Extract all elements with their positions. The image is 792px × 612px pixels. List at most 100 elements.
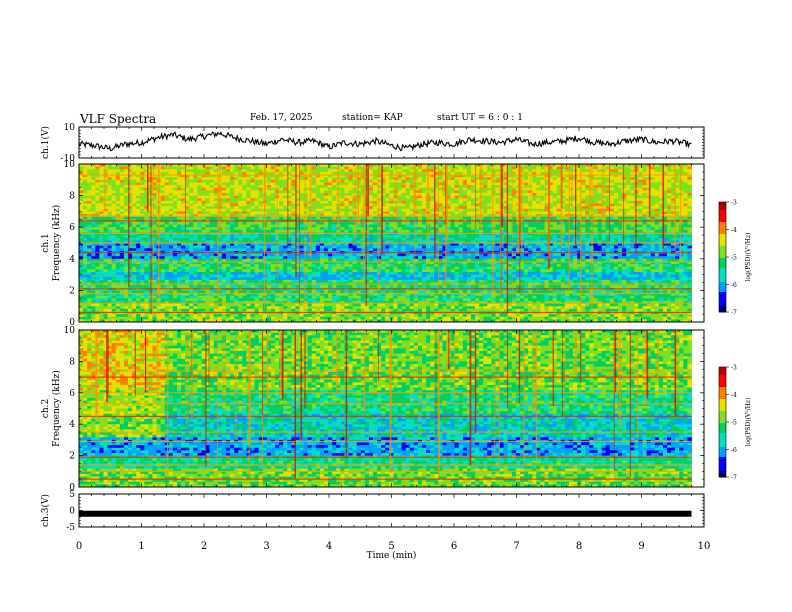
spectrogram-cell bbox=[373, 164, 378, 168]
spectrogram-cell bbox=[307, 303, 313, 307]
spectrogram-cell bbox=[389, 195, 394, 199]
spectrogram-cell bbox=[295, 216, 300, 220]
spectrogram-cell bbox=[287, 285, 292, 289]
spectrogram-cell bbox=[193, 248, 198, 252]
spectrogram-cell bbox=[189, 293, 194, 297]
spectrogram-cell bbox=[181, 235, 186, 239]
spectrogram-cell bbox=[234, 237, 239, 241]
spectrogram-cell bbox=[364, 169, 370, 173]
spectrogram-cell bbox=[348, 227, 353, 231]
spectrogram-cell bbox=[201, 293, 206, 297]
spectrogram-cell bbox=[283, 319, 288, 323]
spectrogram-cell bbox=[332, 216, 337, 220]
spectrogram-cell bbox=[132, 229, 137, 233]
spectrogram-cell bbox=[360, 211, 366, 215]
spectrogram-cell bbox=[377, 166, 382, 170]
spectrogram-cell bbox=[189, 316, 194, 320]
spectrogram-cell bbox=[140, 192, 145, 196]
spectrogram-cell bbox=[311, 177, 317, 181]
spectrogram-cell bbox=[123, 316, 129, 320]
spectrogram-cell bbox=[99, 248, 104, 252]
spectrogram-cell bbox=[213, 240, 219, 244]
spectrogram-cell bbox=[230, 177, 235, 181]
spectrogram-cell bbox=[389, 208, 394, 212]
spectrogram-cell bbox=[185, 277, 190, 281]
spectrogram-cell bbox=[368, 198, 374, 202]
spectrogram-cell bbox=[283, 237, 288, 241]
spectrogram-cell bbox=[168, 285, 174, 289]
spectrogram-cell bbox=[266, 198, 272, 202]
spectrogram-cell bbox=[291, 303, 296, 307]
spectrogram-cell bbox=[279, 314, 284, 318]
spectrogram-cell bbox=[328, 187, 333, 191]
spectrogram-cell bbox=[95, 271, 100, 275]
spectrogram-cell bbox=[209, 164, 215, 168]
spectrogram-cell bbox=[221, 177, 227, 181]
spectrogram-cell bbox=[172, 174, 178, 178]
spectrogram-cell bbox=[119, 271, 125, 275]
spectrogram-cell bbox=[119, 264, 125, 268]
spectrogram-cell bbox=[270, 269, 276, 273]
spectrogram-cell bbox=[83, 171, 88, 175]
spectrogram-cell bbox=[213, 200, 219, 204]
spectrogram-cell bbox=[111, 298, 117, 302]
spectrogram-cell bbox=[238, 187, 243, 191]
spectrogram-cell bbox=[303, 211, 309, 215]
spectrogram-cell bbox=[258, 216, 264, 220]
spectrogram-cell bbox=[352, 319, 358, 323]
spectrogram-cell bbox=[356, 253, 362, 257]
spectrogram-cell bbox=[344, 279, 349, 283]
spectrogram-cell bbox=[307, 277, 313, 281]
spectrogram-cell bbox=[119, 206, 125, 210]
spectrogram-cell bbox=[111, 269, 117, 273]
spectrogram-cell bbox=[283, 166, 288, 170]
spectrogram-cell bbox=[246, 227, 251, 231]
spectrogram-cell bbox=[168, 240, 174, 244]
spectrogram-cell bbox=[197, 177, 202, 181]
spectrogram-cell bbox=[185, 243, 190, 247]
spectrogram-cell bbox=[377, 177, 382, 181]
spectrogram-cell bbox=[189, 208, 194, 212]
spectrogram-cell bbox=[111, 295, 117, 299]
spectrogram-cell bbox=[103, 295, 108, 299]
spectrogram-cell bbox=[393, 256, 398, 260]
spectrogram-cell bbox=[152, 303, 157, 307]
spectrogram-cell bbox=[197, 298, 202, 302]
spectrogram-cell bbox=[95, 261, 100, 265]
spectrogram-cell bbox=[193, 224, 198, 228]
spectrogram-cell bbox=[132, 164, 137, 168]
spectrogram-cell bbox=[144, 269, 149, 273]
spectrogram-cell bbox=[275, 303, 280, 307]
spectrogram-cell bbox=[221, 245, 227, 249]
spectrogram-cell bbox=[172, 258, 178, 262]
spectrogram-cell bbox=[205, 258, 211, 262]
spectrogram-cell bbox=[364, 227, 370, 231]
spectrogram-cell bbox=[360, 298, 366, 302]
spectrogram-cell bbox=[140, 258, 145, 262]
spectrogram-cell bbox=[270, 179, 276, 183]
spectrogram-cell bbox=[303, 295, 309, 299]
spectrogram-cell bbox=[152, 264, 157, 268]
spectrogram-cell bbox=[189, 285, 194, 289]
spectrogram-cell bbox=[311, 169, 317, 173]
spectrogram-cell bbox=[356, 229, 362, 233]
spectrogram-cell bbox=[246, 256, 251, 260]
spectrogram-cell bbox=[230, 182, 235, 186]
spectrogram-cell bbox=[95, 269, 100, 273]
spectrogram-cell bbox=[201, 269, 206, 273]
spectrogram-cell bbox=[181, 277, 186, 281]
spectrogram-cell bbox=[356, 306, 362, 310]
spectrogram-cell bbox=[185, 200, 190, 204]
spectrogram-cell bbox=[144, 271, 149, 275]
spectrogram-cell bbox=[152, 227, 157, 231]
spectrogram-cell bbox=[148, 314, 153, 318]
spectrogram-cell bbox=[185, 211, 190, 215]
spectrogram-cell bbox=[246, 169, 251, 173]
spectrogram-cell bbox=[83, 243, 88, 247]
spectrogram-cell bbox=[213, 256, 219, 260]
spectrogram-cell bbox=[177, 237, 182, 241]
spectrogram-cell bbox=[128, 187, 133, 191]
spectrogram-cell bbox=[177, 269, 182, 273]
spectrogram-cell bbox=[99, 195, 104, 199]
spectrogram-cell bbox=[246, 316, 251, 320]
